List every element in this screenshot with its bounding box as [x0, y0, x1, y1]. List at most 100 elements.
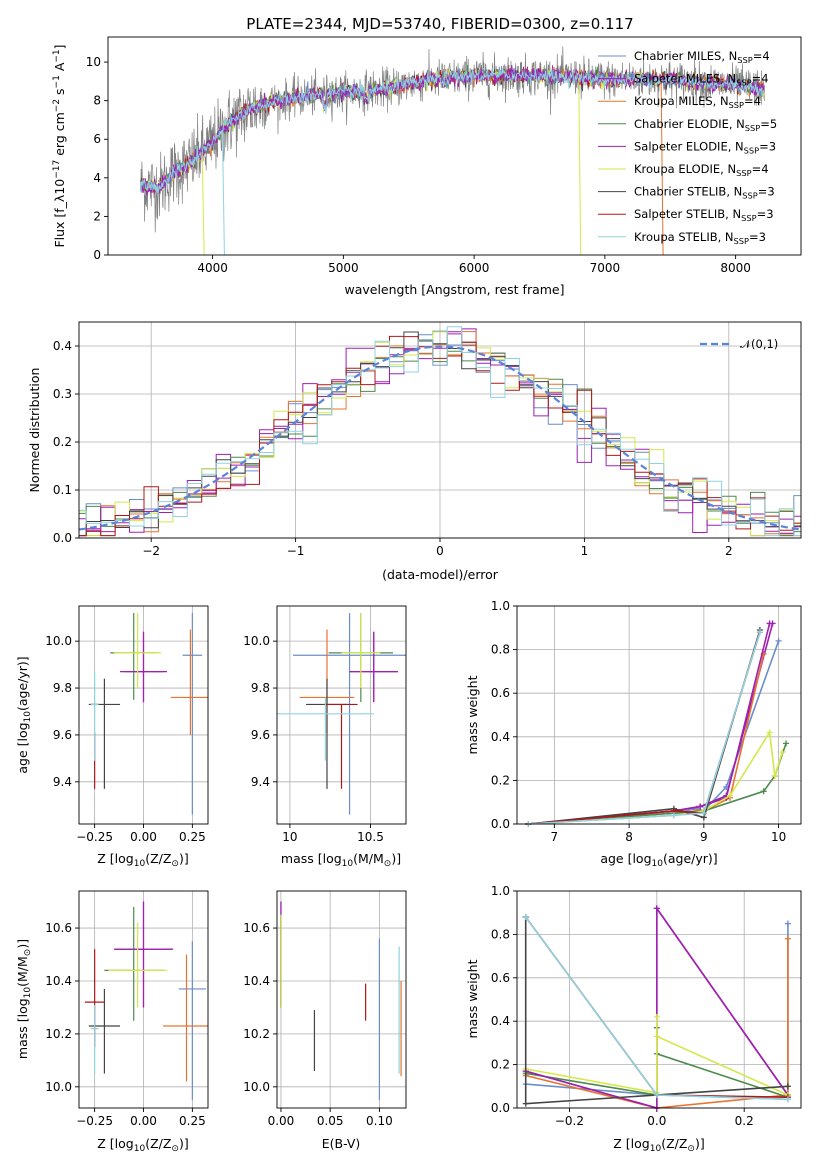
y-axis-label: Flux [f_λ10−17 erg cm−2 s−1 A−1]: [52, 44, 67, 247]
x-tick-label: 2: [725, 544, 733, 558]
z_weight-axes: −0.2 0.0 0.2 0.0 0.2 0.4 0.6 0.8 1.0: [491, 884, 801, 1128]
y-axis-label: mass weight: [465, 675, 480, 754]
age_weight-frame: [516, 605, 802, 825]
y-tick-label: 1.0: [491, 599, 510, 613]
label-fragment: (M/M: [15, 956, 30, 987]
legend-label: Chabrier STELIB, NSSP=3: [634, 185, 775, 201]
label-fragment: SSP: [736, 168, 751, 178]
label-fragment: ]: [52, 44, 67, 49]
label-fragment: −1: [52, 49, 62, 62]
weight-line: [528, 623, 771, 825]
y-tick-label: 9.4: [53, 775, 72, 789]
label-fragment: _: [52, 201, 67, 209]
weight-line: [525, 1027, 789, 1098]
mass_age-axes: 10 10.5 9.4 9.6 9.8 10.0: [243, 606, 406, 844]
label-fragment: =3: [759, 139, 776, 153]
y-tick-label: 10.0: [243, 1080, 270, 1094]
weight-line: [528, 629, 761, 825]
label-fragment: =3: [757, 207, 774, 221]
x-axis-label: wavelength [Angstrom, rest frame]: [344, 282, 564, 297]
legend-label: 𝒩(0,1): [740, 337, 778, 351]
label-fragment: 10: [134, 859, 146, 869]
label-fragment: =4: [752, 162, 769, 176]
x-tick-label: 1: [581, 544, 589, 558]
label-fragment: SSP: [734, 236, 749, 246]
errorbar-group: [280, 901, 402, 1101]
label-fragment: =4: [744, 94, 761, 108]
x-tick-label: 10: [282, 830, 297, 844]
x-tick-label: −0.25: [76, 1114, 113, 1128]
y-axis-label: mass weight: [465, 959, 480, 1038]
y-tick-label: 10.2: [243, 1027, 270, 1041]
legend-label: Kroupa MILES, NSSP=4: [634, 94, 761, 110]
y-tick-label: 10.6: [45, 921, 72, 935]
y-tick-label: 0.4: [491, 1014, 510, 1028]
x-tick-label: −1: [287, 544, 305, 558]
z_weight-frame: [516, 890, 802, 1109]
legend-label: Kroupa STELIB, NSSP=3: [634, 230, 766, 246]
label-fragment: (Z/Z: [145, 851, 171, 866]
weight-marker: [784, 1083, 791, 1090]
weight-marker: [697, 803, 704, 810]
y-axis-label: Normed distribution: [27, 368, 42, 493]
histogram-group: [79, 326, 801, 537]
y-tick-label: 0.0: [491, 817, 510, 831]
age_weight-axes: 7 8 9 10 0.0 0.2 0.4 0.6 0.8 1.0: [491, 599, 801, 844]
mass_age-frame: [276, 605, 407, 825]
label-fragment: λ10: [52, 179, 67, 202]
histogram-step: [79, 339, 801, 537]
x-tick-label: 0.05: [317, 1114, 344, 1128]
x-tick-label: 0.10: [366, 1114, 393, 1128]
x-axis-label: (data-model)/error: [382, 567, 499, 582]
weight-marker: [766, 729, 773, 736]
histogram-step: [79, 333, 801, 537]
model-dropout: [578, 77, 582, 255]
x-tick-label: −2: [142, 544, 160, 558]
label-fragment: Salpeter MILES, N: [634, 72, 736, 86]
legend-label: Chabrier MILES, NSSP=4: [634, 49, 770, 65]
label-fragment: 10: [652, 859, 664, 869]
y-tick-label: 0.0: [491, 1101, 510, 1115]
label-fragment: =5: [760, 117, 777, 131]
errorbar-group: [84, 901, 208, 1101]
spectrum-frame: [107, 36, 802, 256]
z_age-axes: −0.25 0.00 0.25 9.4 9.6 9.8 10.0: [45, 606, 208, 844]
x-tick-label: 0.2: [735, 1114, 754, 1128]
y-tick-label: 4: [93, 171, 101, 185]
weight-marker: [522, 1100, 529, 1107]
weight-marker: [784, 1096, 791, 1103]
y-tick-label: 0.2: [491, 1058, 510, 1072]
y-tick-label: 0.4: [491, 730, 510, 744]
weight-lines: [522, 905, 791, 1111]
x-tick-label: 0.0: [647, 1114, 666, 1128]
weight-marker: [700, 810, 707, 817]
label-fragment: =4: [752, 72, 769, 86]
x-tick-label: 0.25: [179, 1114, 206, 1128]
label-fragment: 10: [650, 1144, 662, 1154]
label-fragment: age [log: [600, 851, 651, 866]
y-tick-label: 0.1: [53, 483, 72, 497]
weight-marker: [760, 788, 767, 795]
y-tick-label: 9.8: [53, 681, 72, 695]
legend-label: Salpeter STELIB, NSSP=3: [634, 207, 774, 223]
label-fragment: =3: [749, 230, 766, 244]
weight-line: [525, 938, 789, 1109]
y-axis-label: age [log10(age/yr)]: [15, 656, 33, 773]
y-tick-label: 10: [86, 55, 101, 69]
y-tick-label: 10.2: [45, 1027, 72, 1041]
weight-marker: [653, 1091, 660, 1098]
y-tick-label: 10.0: [45, 1080, 72, 1094]
x-tick-label: 7000: [590, 261, 621, 275]
label-fragment: −17: [52, 160, 62, 179]
y-tick-label: 2: [93, 209, 101, 223]
z_mass-axes: −0.25 0.00 0.25 10.0 10.2 10.4 10.6: [45, 891, 208, 1128]
label-fragment: −1: [52, 75, 62, 88]
legend-label: Chabrier ELODIE, NSSP=5: [634, 117, 777, 133]
label-fragment: ⊙: [171, 1144, 179, 1154]
label-fragment: )]: [15, 939, 30, 949]
y-tick-label: 0.8: [491, 643, 510, 657]
histogram-step: [79, 331, 801, 537]
y-tick-label: 0.3: [53, 387, 72, 401]
x-tick-label: 0.00: [268, 1114, 295, 1128]
